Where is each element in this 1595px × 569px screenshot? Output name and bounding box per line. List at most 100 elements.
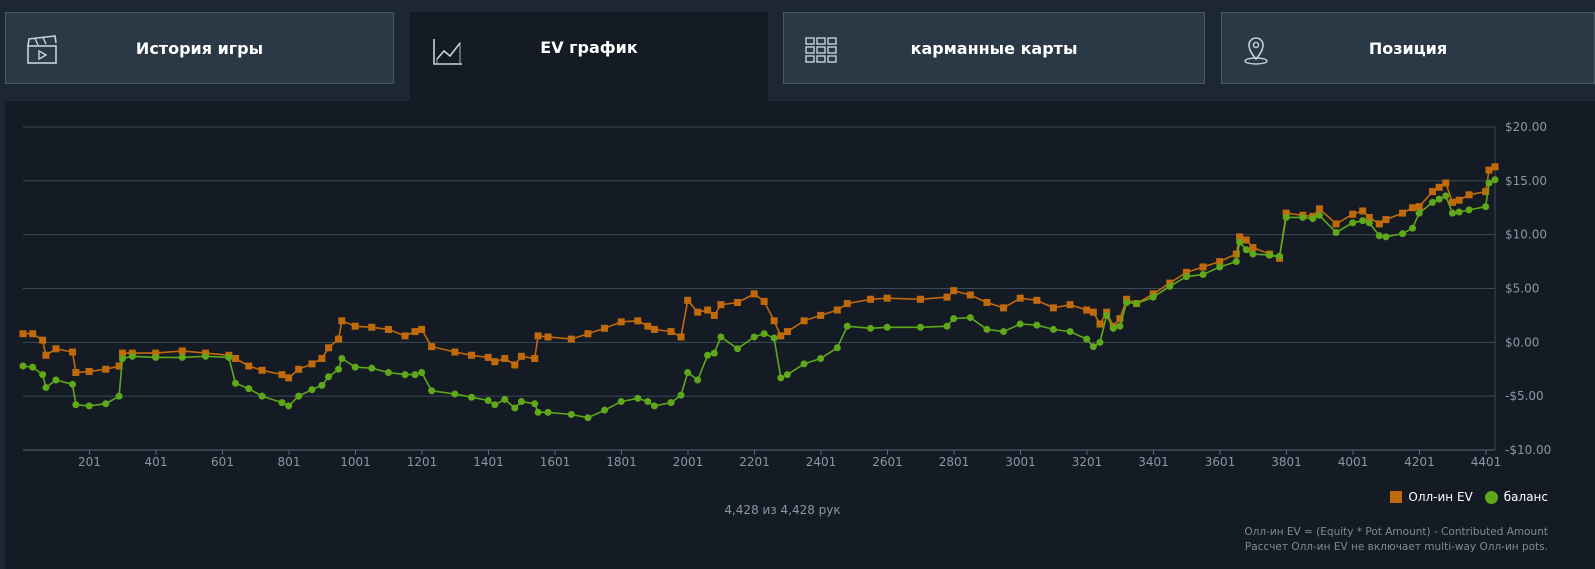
balance-point	[1309, 215, 1317, 223]
x-tick-label: 3801	[1271, 455, 1302, 469]
tab-game-history[interactable]: История игры	[5, 12, 394, 84]
balance-point	[418, 368, 426, 376]
balance-point	[491, 401, 499, 409]
balance-point	[783, 371, 791, 379]
allin-ev-point	[1415, 203, 1423, 211]
balance-point	[883, 323, 891, 331]
x-tick-label: 401	[145, 455, 168, 469]
balance-point	[72, 401, 80, 409]
tab-ev-chart[interactable]: EV график	[410, 12, 768, 102]
allin-ev-swatch	[1390, 491, 1403, 503]
allin-ev-point	[231, 354, 239, 362]
map-pin-icon	[1244, 37, 1268, 65]
allin-ev-point	[1199, 263, 1207, 271]
allin-ev-point	[1083, 306, 1091, 314]
allin-ev-point	[1242, 236, 1250, 244]
allin-ev-point	[966, 291, 974, 299]
y-tick-label: -$10.00	[1505, 443, 1551, 457]
balance-point	[245, 385, 253, 393]
allin-ev-point	[152, 349, 160, 357]
allin-ev-point	[401, 332, 409, 340]
x-tick-label: 601	[211, 455, 234, 469]
balance-point	[1096, 338, 1104, 346]
balance-point	[1276, 252, 1284, 260]
balance-point	[983, 325, 991, 333]
balance-point	[69, 380, 77, 388]
balance-point	[468, 393, 476, 401]
balance-swatch	[1484, 490, 1498, 504]
allin-ev-point	[1465, 191, 1473, 199]
balance-point	[1399, 230, 1407, 238]
balance-point	[1491, 176, 1499, 184]
balance-point	[1266, 251, 1274, 259]
balance-point	[1116, 322, 1124, 330]
balance-point	[1455, 208, 1463, 216]
allin-ev-point	[517, 352, 525, 360]
allin-ev-point	[484, 353, 492, 361]
allin-ev-point	[178, 347, 186, 355]
tab-label: карманные карты	[910, 38, 1078, 58]
line-chart-icon	[433, 39, 462, 65]
allin-ev-point	[770, 317, 778, 325]
tab-hole-cards[interactable]: карманные карты	[783, 12, 1205, 84]
balance-point	[1482, 203, 1490, 211]
balance-point	[19, 362, 27, 370]
allin-ev-point	[1182, 268, 1190, 276]
allin-ev-point	[245, 362, 253, 370]
allin-ev-point	[1455, 196, 1463, 204]
allin-ev-point	[916, 295, 924, 303]
tab-position[interactable]: Позиция	[1221, 12, 1595, 84]
allin-ev-point	[617, 318, 625, 326]
balance-point	[1133, 300, 1141, 308]
balance-point	[1448, 209, 1456, 217]
allin-ev-point	[1359, 207, 1367, 215]
allin-ev-point	[1448, 198, 1456, 206]
balance-point	[384, 368, 392, 376]
balance-point	[1299, 213, 1307, 221]
balance-point	[1182, 273, 1190, 281]
x-tick-label: 2401	[806, 455, 837, 469]
balance-point	[1382, 233, 1390, 241]
legend-allin-label[interactable]: Олл-ин EV	[1408, 490, 1473, 504]
x-tick-label: 2201	[739, 455, 770, 469]
allin-ev-point	[295, 365, 303, 373]
balance-point	[1236, 238, 1244, 246]
balance-point	[684, 368, 692, 376]
allin-ev-point	[843, 300, 851, 308]
balance-point	[178, 353, 186, 361]
tab-label: EV график	[540, 37, 638, 57]
balance-point	[231, 379, 239, 387]
balance-point	[225, 353, 233, 361]
balance-point	[1089, 343, 1097, 351]
allin-ev-point	[760, 297, 768, 305]
y-tick-label: $15.00	[1505, 174, 1547, 188]
allin-ev-point	[72, 368, 80, 376]
balance-point	[258, 392, 266, 400]
allin-ev-point	[1382, 216, 1390, 224]
balance-point	[1442, 192, 1450, 200]
balance-point	[644, 398, 652, 406]
x-tick-label: 2001	[673, 455, 704, 469]
balance-point	[677, 391, 685, 399]
balance-point	[128, 352, 136, 360]
allin-ev-point	[69, 348, 77, 356]
balance-point	[285, 402, 293, 410]
allin-ev-point	[601, 324, 609, 332]
allin-ev-point	[1399, 209, 1407, 217]
allin-ev-point	[1435, 183, 1443, 191]
allin-ev-point	[1409, 204, 1417, 212]
balance-point	[567, 410, 575, 418]
balance-point	[52, 376, 60, 384]
balance-point	[1409, 224, 1417, 232]
allin-ev-point	[650, 325, 658, 333]
x-tick-label: 4201	[1404, 455, 1435, 469]
balance-point	[777, 374, 785, 382]
balance-point	[338, 354, 346, 362]
allin-ev-note: Олл-ин EV = (Equity * Pot Amount) - Cont…	[1244, 525, 1548, 555]
allin-ev-point	[833, 306, 841, 314]
allin-ev-point	[867, 295, 875, 303]
balance-point	[1485, 179, 1493, 187]
y-tick-label: $20.00	[1505, 120, 1547, 134]
legend-balance-label[interactable]: баланс	[1503, 490, 1548, 504]
x-tick-label: 4401	[1471, 455, 1502, 469]
